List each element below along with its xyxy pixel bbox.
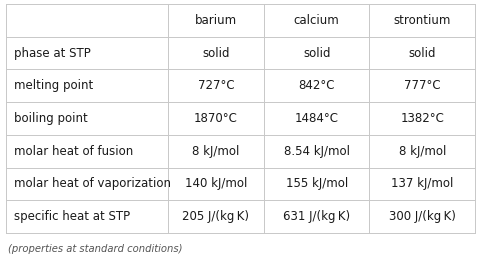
Text: 140 kJ/mol: 140 kJ/mol — [184, 177, 247, 191]
Text: 1484°C: 1484°C — [294, 112, 338, 125]
Text: 1382°C: 1382°C — [399, 112, 443, 125]
Text: (properties at standard conditions): (properties at standard conditions) — [8, 244, 182, 254]
Text: 842°C: 842°C — [298, 79, 334, 92]
Text: molar heat of vaporization: molar heat of vaporization — [14, 177, 171, 191]
Text: 300 J/(kg K): 300 J/(kg K) — [388, 210, 455, 223]
Text: strontium: strontium — [393, 14, 450, 27]
Text: calcium: calcium — [293, 14, 339, 27]
Text: 137 kJ/mol: 137 kJ/mol — [390, 177, 453, 191]
Text: molar heat of fusion: molar heat of fusion — [14, 145, 133, 158]
Text: phase at STP: phase at STP — [14, 46, 91, 60]
Text: solid: solid — [202, 46, 229, 60]
Text: 8.54 kJ/mol: 8.54 kJ/mol — [283, 145, 349, 158]
Text: melting point: melting point — [14, 79, 93, 92]
Text: barium: barium — [194, 14, 237, 27]
Text: 8 kJ/mol: 8 kJ/mol — [192, 145, 239, 158]
Text: 1870°C: 1870°C — [193, 112, 237, 125]
Text: 155 kJ/mol: 155 kJ/mol — [285, 177, 347, 191]
Text: solid: solid — [302, 46, 330, 60]
Text: specific heat at STP: specific heat at STP — [14, 210, 130, 223]
Text: boiling point: boiling point — [14, 112, 87, 125]
Text: solid: solid — [408, 46, 435, 60]
Text: 777°C: 777°C — [403, 79, 440, 92]
Text: 8 kJ/mol: 8 kJ/mol — [398, 145, 445, 158]
Text: 631 J/(kg K): 631 J/(kg K) — [283, 210, 349, 223]
Text: 205 J/(kg K): 205 J/(kg K) — [182, 210, 249, 223]
Text: 727°C: 727°C — [197, 79, 234, 92]
